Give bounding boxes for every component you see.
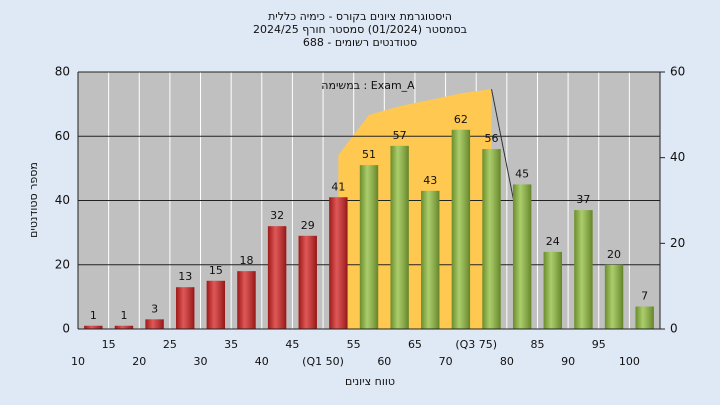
title-line: היסטוגרמת ציונים בקורס - כימיה כללית [268, 10, 452, 23]
bar-shade [237, 271, 256, 329]
x-tick-label: 80 [500, 355, 514, 368]
bar-shade [635, 306, 654, 329]
value-label: 7 [641, 290, 648, 303]
y2-tick-label: 40 [670, 150, 685, 164]
bar-shade [604, 264, 624, 329]
x-tick-label: 65 [408, 338, 422, 351]
bar-shade [267, 226, 287, 329]
value-label: 29 [301, 219, 315, 232]
x-tick-label: 10 [71, 355, 85, 368]
value-label: 56 [485, 132, 499, 145]
bar-shade [451, 129, 471, 329]
y-tick-label: 0 [62, 322, 70, 336]
x-tick-label: 35 [224, 338, 238, 351]
title-line: סטודנטים רשומים - 688 [303, 36, 417, 49]
y-axis-label: מספר סטודנטים [27, 162, 40, 238]
title-line: בסמסטר (01/2024) סמסטר חורף 2024/25 [253, 23, 467, 36]
value-label: 3 [151, 302, 158, 315]
value-label: 15 [209, 264, 223, 277]
x-tick-label: 40 [255, 355, 269, 368]
x-tick-label: (Q3 75) [455, 338, 497, 351]
y-tick-label: 20 [55, 257, 70, 271]
bar-shade [206, 280, 226, 329]
bar-shade [145, 319, 164, 329]
value-label: 51 [362, 148, 376, 161]
x-tick-label: 90 [561, 355, 575, 368]
y2-tick-label: 20 [670, 236, 685, 250]
value-label: 57 [393, 129, 407, 142]
bar-shade [298, 235, 317, 329]
bar-shade [574, 210, 593, 329]
y-tick-label: 80 [55, 65, 70, 79]
y2-tick-label: 0 [670, 322, 678, 336]
bar-shade [329, 197, 348, 329]
value-label: 41 [331, 180, 345, 193]
annotation: במשימה : Exam_A [321, 79, 415, 92]
bar-shade [114, 325, 134, 329]
value-label: 43 [423, 174, 437, 187]
x-tick-label: 55 [347, 338, 361, 351]
value-label: 32 [270, 209, 284, 222]
value-label: 24 [546, 235, 560, 248]
x-tick-label: 15 [102, 338, 116, 351]
value-label: 62 [454, 113, 468, 126]
x-tick-label: 85 [530, 338, 544, 351]
x-tick-label: 30 [194, 355, 208, 368]
value-label: 37 [576, 193, 590, 206]
x-tick-label: 25 [163, 338, 177, 351]
x-tick-label: 60 [377, 355, 391, 368]
bar-shade [84, 325, 103, 329]
value-label: 20 [607, 248, 621, 261]
bar-shade [543, 251, 562, 329]
bar-shade [482, 149, 501, 329]
bar-shade [359, 165, 379, 329]
value-label: 1 [90, 309, 97, 322]
y-tick-label: 40 [55, 193, 70, 207]
bar-shade [512, 184, 532, 329]
y-tick-label: 60 [55, 129, 70, 143]
x-tick-label: 45 [285, 338, 299, 351]
x-tick-label: 70 [439, 355, 453, 368]
y2-tick-label: 60 [670, 65, 685, 79]
x-axis-label: טווח ציונים [345, 375, 395, 388]
x-tick-label: 100 [619, 355, 640, 368]
value-label: 1 [120, 309, 127, 322]
x-tick-label: (Q1 50) [302, 355, 344, 368]
bar-shade [390, 145, 409, 329]
bar-shade [421, 190, 440, 329]
value-label: 18 [239, 254, 253, 267]
value-label: 13 [178, 270, 192, 283]
x-tick-label: 20 [132, 355, 146, 368]
bar-shade [176, 287, 195, 329]
x-tick-label: 95 [592, 338, 606, 351]
value-label: 45 [515, 167, 529, 180]
